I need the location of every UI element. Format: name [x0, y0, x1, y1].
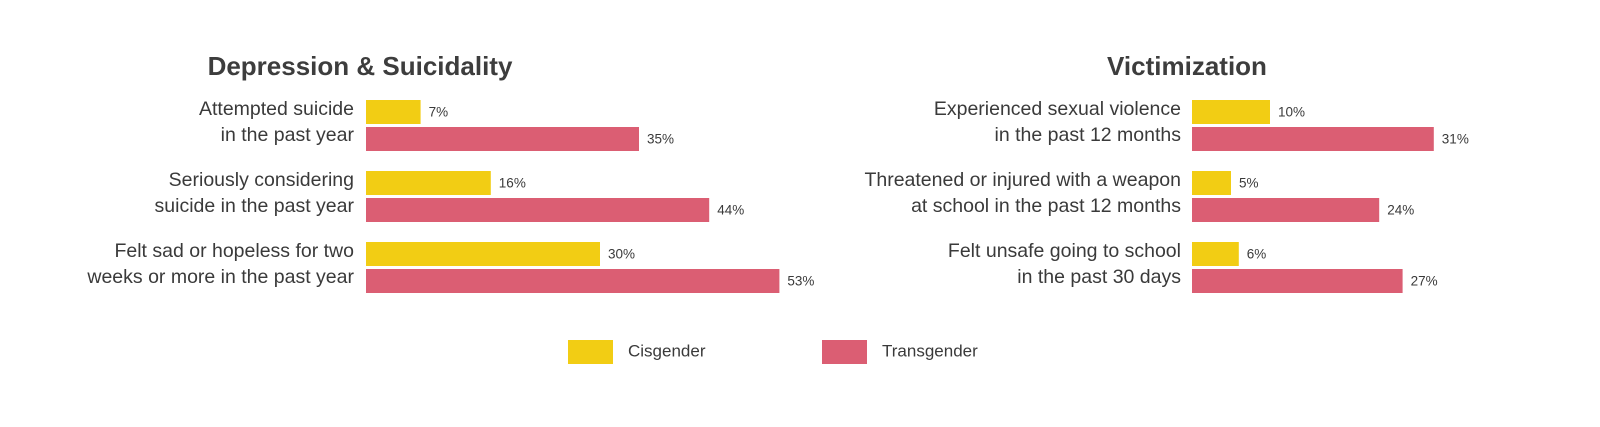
bar-transgender — [1192, 269, 1403, 293]
data-label: 35% — [647, 132, 674, 147]
legend-label: Transgender — [882, 341, 978, 360]
data-label: 16% — [499, 176, 526, 191]
category-label: Attempted suicide — [199, 98, 354, 120]
data-label: 53% — [787, 274, 814, 289]
bar-transgender — [366, 269, 780, 293]
bar-transgender — [366, 127, 639, 151]
chart-panel-2: Victimization Experienced sexual violence… — [864, 51, 1469, 293]
category-label: in the past 12 months — [995, 124, 1182, 146]
legend-swatch-cisgender — [568, 340, 613, 364]
legend-label: Cisgender — [628, 341, 706, 360]
data-label: 30% — [608, 247, 635, 262]
data-label: 6% — [1247, 247, 1267, 262]
data-label: 24% — [1387, 203, 1414, 218]
chart-title: Depression & Suicidality — [208, 51, 513, 81]
chart-title: Victimization — [1107, 51, 1267, 81]
data-label: 27% — [1411, 274, 1438, 289]
category-label: Felt sad or hopeless for two — [114, 240, 354, 262]
category-label: Experienced sexual violence — [934, 98, 1181, 120]
legend-swatch-transgender — [822, 340, 867, 364]
bar-cisgender — [366, 171, 491, 195]
bar-cisgender — [366, 100, 421, 124]
data-label: 7% — [429, 105, 449, 120]
legend: Cisgender Transgender — [568, 340, 978, 364]
chart-panel-1: Depression & Suicidality Attempted suicid… — [86, 51, 814, 293]
category-label: suicide in the past year — [155, 195, 355, 217]
bar-cisgender — [366, 242, 600, 266]
bar-transgender — [366, 198, 710, 222]
data-label: 5% — [1239, 176, 1259, 191]
category-label: Threatened or injured with a weapon — [864, 169, 1181, 191]
category-label: in the past 30 days — [1017, 266, 1181, 288]
data-label: 44% — [717, 203, 744, 218]
bar-transgender — [1192, 127, 1434, 151]
data-label: 10% — [1278, 105, 1305, 120]
category-label: in the past year — [221, 124, 355, 146]
category-label: at school in the past 12 months — [911, 195, 1181, 217]
category-label: Seriously considering — [169, 169, 354, 191]
bar-cisgender — [1192, 242, 1239, 266]
bar-cisgender — [1192, 171, 1231, 195]
data-label: 31% — [1442, 132, 1469, 147]
bar-cisgender — [1192, 100, 1270, 124]
category-label: weeks or more in the past year — [86, 266, 354, 288]
bar-transgender — [1192, 198, 1380, 222]
category-label: Felt unsafe going to school — [948, 240, 1181, 262]
